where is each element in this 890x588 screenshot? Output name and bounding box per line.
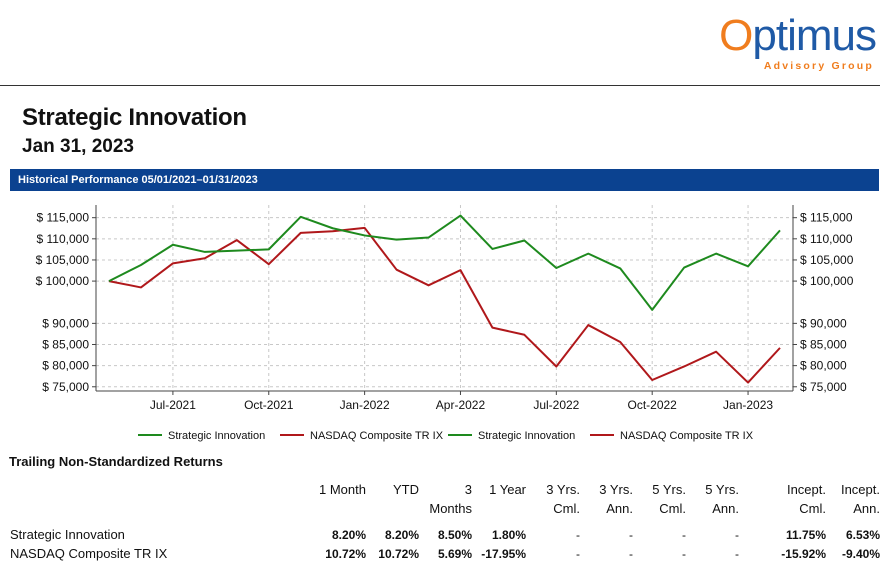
table-cell: - <box>735 547 739 561</box>
logo-wordmark: Optimus <box>719 10 877 62</box>
table-cell: - <box>682 547 686 561</box>
table-cell: - <box>576 528 580 542</box>
column-header-line1: Incept. <box>786 482 826 497</box>
table-cell: -9.40% <box>841 547 880 561</box>
column-header-line1: Incept. <box>840 482 880 497</box>
x-tick-label: Jan-2023 <box>723 398 773 412</box>
legend-label: Strategic Innovation <box>478 430 575 442</box>
column-header: 5 Yrs. Cml. <box>616 480 686 518</box>
y-tick-label-left: $ 90,000 <box>42 316 89 330</box>
y-tick-label-left: $ 115,000 <box>37 211 90 225</box>
returns-section-title: Trailing Non-Standardized Returns <box>9 454 223 469</box>
table-cell: 6.53% <box>845 528 880 542</box>
legend-label: NASDAQ Composite TR IX <box>620 430 754 442</box>
column-header: Incept. Ann. <box>810 480 880 518</box>
legend-label: NASDAQ Composite TR IX <box>310 430 444 442</box>
logo-rest: ptimus <box>752 11 877 60</box>
header-divider <box>0 85 880 86</box>
column-header: 3 Yrs. Cml. <box>510 480 580 518</box>
table-cell: 8.50% <box>437 528 472 542</box>
x-tick-label: Jul-2021 <box>150 398 196 412</box>
y-tick-label-left: $ 85,000 <box>42 338 89 352</box>
column-header-line1: 5 Yrs. <box>652 482 686 497</box>
y-tick-label-right: $ 100,000 <box>800 274 854 288</box>
x-tick-label: Jan-2022 <box>340 398 390 412</box>
table-cell: 8.20% <box>384 528 419 542</box>
column-header: 1 Year <box>456 480 526 518</box>
column-header-line2: Ann. <box>606 501 633 516</box>
table-row-label: Strategic Innovation <box>10 527 125 542</box>
x-tick-label: Oct-2022 <box>628 398 678 412</box>
column-header-line2: Cml. <box>553 501 580 516</box>
table-cell: - <box>682 528 686 542</box>
column-header-line2: Cml. <box>799 501 826 516</box>
table-cell: 10.72% <box>325 547 366 561</box>
y-tick-label-left: $ 100,000 <box>36 274 90 288</box>
logo-subtitle: Advisory Group <box>763 60 874 72</box>
table-cell: -17.95% <box>481 547 526 561</box>
x-tick-label: Apr-2022 <box>436 398 486 412</box>
table-cell: - <box>629 547 633 561</box>
table-cell: 8.20% <box>331 528 366 542</box>
table-cell: 11.75% <box>785 528 826 542</box>
column-header-line1: YTD <box>393 482 419 497</box>
report-date: Jan 31, 2023 <box>22 136 134 157</box>
y-tick-label-right: $ 80,000 <box>800 359 847 373</box>
y-tick-label-right: $ 90,000 <box>800 316 847 330</box>
column-header-line1: 3 Yrs. <box>599 482 633 497</box>
page-title: Strategic Innovation <box>22 104 247 131</box>
y-tick-label-left: $ 80,000 <box>42 359 89 373</box>
table-cell: - <box>629 528 633 542</box>
table-row-label: NASDAQ Composite TR IX <box>10 546 168 561</box>
y-tick-label-left: $ 110,000 <box>37 232 90 246</box>
column-header: 3 Months <box>402 480 472 518</box>
column-header: YTD <box>349 480 419 518</box>
x-tick-label: Jul-2022 <box>533 398 579 412</box>
section-banner: Historical Performance 05/01/2021–01/31/… <box>10 169 879 191</box>
y-tick-label-right: $ 115,000 <box>800 211 853 225</box>
logo-first-letter: O <box>719 11 753 60</box>
series-line-nasdaq-composite-tr-ix <box>108 226 781 384</box>
table-cell: - <box>735 528 739 542</box>
column-header: Incept. Cml. <box>756 480 826 518</box>
table-cell: -15.92% <box>781 547 826 561</box>
table-cell: 10.72% <box>378 547 419 561</box>
column-header-line2: Months <box>429 501 472 516</box>
y-tick-label-right: $ 105,000 <box>800 253 854 267</box>
performance-chart: $ 115,000 $ 115,000 $ 110,000 $ 110,000 $ 10… <box>36 205 854 442</box>
y-tick-label-right: $ 85,000 <box>800 338 847 352</box>
column-header-line1: 3 Yrs. <box>546 482 580 497</box>
y-tick-label-left: $ 105,000 <box>36 253 90 267</box>
x-tick-label: Oct-2021 <box>244 398 294 412</box>
table-cell: 5.69% <box>437 547 472 561</box>
series-line-strategic-innovation <box>108 214 781 311</box>
legend-label: Strategic Innovation <box>168 430 265 442</box>
column-header-line1: 1 Year <box>489 482 526 497</box>
table-cell: - <box>576 547 580 561</box>
column-header: 5 Yrs. Ann. <box>669 480 739 518</box>
column-header-line1: 5 Yrs. <box>705 482 739 497</box>
column-header: 3 Yrs. Ann. <box>563 480 633 518</box>
column-header-line2: Cml. <box>659 501 686 516</box>
table-cell: 1.80% <box>491 528 526 542</box>
column-header-line1: 3 <box>464 482 472 497</box>
column-header-line1: 1 Month <box>319 482 366 497</box>
y-tick-label-right: $ 110,000 <box>800 232 853 246</box>
column-header-line2: Ann. <box>712 501 739 516</box>
column-header-line2: Ann. <box>853 501 880 516</box>
optimus-logo: Optimus Advisory Group <box>706 10 877 78</box>
y-tick-label-left: $ 75,000 <box>42 380 89 394</box>
y-tick-label-right: $ 75,000 <box>800 380 847 394</box>
column-header: 1 Month <box>296 480 366 518</box>
